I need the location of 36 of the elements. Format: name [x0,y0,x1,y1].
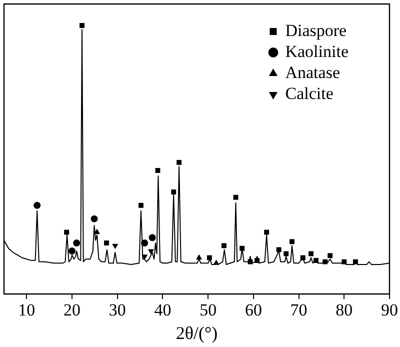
point [264,230,270,235]
legend-label: Kaolinite [285,42,349,61]
point [233,194,238,200]
point [73,239,80,246]
x-tick-label: 10 [18,300,36,320]
point [290,239,294,244]
point [80,23,84,28]
point [138,202,144,208]
point [328,253,333,258]
point [284,251,289,256]
point [64,230,70,235]
point [221,243,226,248]
x-tick-label: 50 [200,300,217,320]
point [308,251,314,256]
x-axis-title: 2θ/(°) [176,322,218,343]
legend-label: Calcite [285,84,334,103]
x-tick-label: 90 [381,300,398,320]
point [104,240,109,246]
x-tick-label: 70 [290,300,308,320]
point [196,254,202,260]
point [34,202,41,209]
point [171,189,176,194]
point [90,215,98,222]
point [176,160,182,165]
x-tick-label: 80 [336,300,353,320]
point [155,168,160,173]
x-tick-label: 60 [244,300,262,320]
point [68,248,76,255]
point [148,234,156,242]
point [112,244,118,250]
legend-label: Anatase [285,62,340,82]
legend-label: Diaspore [285,20,347,40]
x-tick-label: 30 [108,300,126,320]
x-tick-label: 20 [64,300,81,320]
x-tick-label: 40 [154,300,172,320]
point [276,247,282,252]
